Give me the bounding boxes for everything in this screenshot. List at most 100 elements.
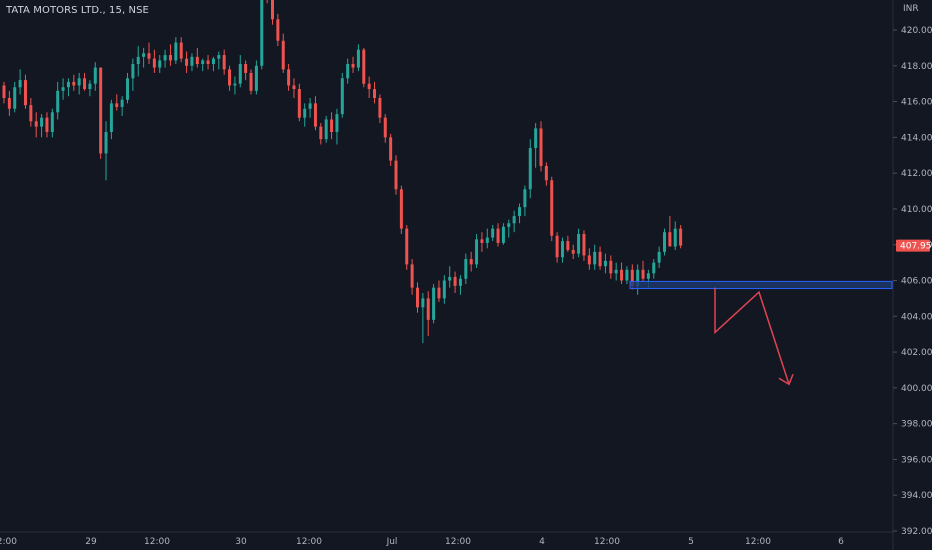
candle-body [550, 180, 554, 236]
candle [29, 97, 33, 127]
candle [147, 42, 151, 64]
candle-body [206, 60, 210, 64]
candle [319, 123, 323, 145]
candle-body [99, 67, 103, 154]
candle [99, 67, 103, 159]
candle-body [18, 80, 22, 88]
candle-body [29, 105, 33, 122]
candle-body [663, 232, 667, 252]
candle [136, 46, 140, 77]
candle [394, 155, 398, 195]
candle-body [496, 228, 500, 243]
price-tick-label: 412.00 [901, 169, 932, 179]
candle-body [469, 259, 473, 265]
candle [362, 47, 366, 88]
candle-body [142, 53, 146, 57]
candle-body [442, 280, 446, 299]
candle [405, 225, 409, 270]
candle [437, 280, 441, 302]
candle-body [646, 273, 650, 279]
time-tick-label: 29 [85, 537, 97, 547]
candle-body [340, 78, 344, 115]
candle [378, 94, 382, 124]
time-axis[interactable]: 12:00 29 12:00 30 12:00 Jul 12:00 4 12:00 5 12:00 6 [0, 531, 893, 547]
candle-body [163, 55, 167, 61]
candle-body [523, 189, 527, 208]
candle-body [399, 189, 403, 229]
candle [217, 51, 221, 70]
candle [185, 51, 189, 73]
candle [211, 56, 215, 72]
time-tick-label: Jul [386, 537, 398, 547]
candle-body [324, 119, 328, 140]
candle-body [13, 87, 17, 109]
candle-body [485, 237, 489, 243]
price-tick-label: 406.00 [901, 277, 932, 287]
candle-body [534, 128, 538, 149]
candle [539, 121, 543, 172]
projection-arrowhead-icon [778, 374, 794, 386]
candle-body [625, 269, 629, 281]
candle [233, 76, 237, 95]
candle-body [168, 55, 172, 61]
candle [330, 112, 334, 140]
candle [512, 210, 516, 233]
candle-body [679, 228, 683, 246]
candle-body [560, 241, 564, 258]
candle-body [174, 42, 178, 61]
candle [109, 99, 113, 140]
candle [195, 47, 199, 68]
candle-body [458, 278, 462, 286]
candle [88, 80, 92, 97]
candle [383, 114, 387, 143]
candle-body [389, 137, 393, 161]
candle-body [271, 0, 274, 20]
candle [50, 108, 54, 138]
candle-body [491, 228, 495, 238]
candle [668, 216, 672, 247]
candle-body [362, 49, 366, 84]
candle-body [415, 287, 419, 308]
currency-label: INR [903, 4, 919, 14]
candle [673, 221, 677, 251]
candle [587, 248, 591, 270]
candle-body [45, 117, 49, 132]
candle [61, 78, 65, 100]
candle [496, 223, 500, 247]
candle-body [158, 60, 162, 68]
candle [555, 232, 559, 263]
candle-body [405, 228, 409, 265]
price-tick-label: 402.00 [901, 348, 932, 358]
candle-body [7, 97, 11, 109]
candle [287, 63, 291, 91]
candle [598, 246, 602, 270]
candle-body [603, 260, 607, 267]
candle-body [254, 65, 258, 91]
candles-layer [2, 0, 683, 344]
price-tick-label: 400.00 [901, 384, 932, 394]
candle [308, 97, 312, 118]
price-tick-label: 396.00 [901, 455, 932, 465]
candle-body [40, 117, 44, 127]
candle-body [448, 276, 452, 281]
candle-body [109, 103, 113, 132]
candle [206, 55, 210, 70]
projection-drawing[interactable] [714, 287, 790, 385]
candle [281, 33, 285, 73]
candle [228, 65, 232, 91]
symbol-title: TATA MOTORS LTD., 15, NSE [6, 5, 149, 16]
candle [104, 121, 108, 181]
candle [620, 262, 624, 285]
candle [190, 53, 194, 72]
candle [351, 56, 355, 73]
price-axis[interactable]: 420.00418.00416.00414.00412.00410.00408.… [893, 26, 932, 537]
candle [7, 90, 11, 116]
candle-body [233, 83, 237, 86]
support-zone-rectangle[interactable] [629, 280, 893, 290]
candle [636, 264, 640, 295]
candle [152, 49, 156, 73]
candle [254, 60, 258, 95]
candle [335, 108, 339, 145]
candle-body [179, 42, 183, 59]
